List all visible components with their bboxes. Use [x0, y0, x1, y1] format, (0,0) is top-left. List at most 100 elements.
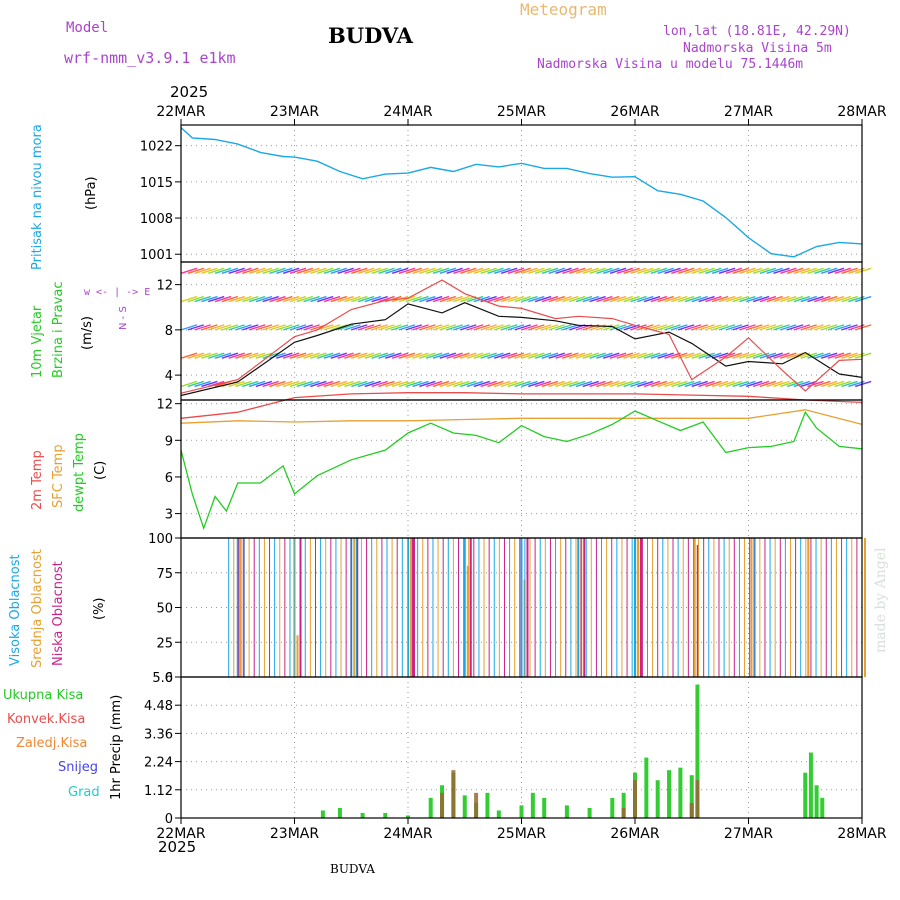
- wind-barb: [323, 380, 341, 388]
- wind-barb: [684, 380, 702, 388]
- elevation-label: Nadmorska Visina 5m: [683, 41, 832, 56]
- wind-barb: [718, 324, 736, 331]
- wind-barb: [800, 267, 817, 274]
- wind-barb: [289, 352, 307, 359]
- precip-total-bar: [803, 772, 808, 818]
- wind-barb: [630, 267, 647, 274]
- wind-barb: [494, 352, 511, 359]
- wind-barb: [187, 352, 205, 359]
- wind-barb: [391, 380, 409, 388]
- wind-barb: [657, 324, 674, 331]
- wind-barb: [773, 295, 790, 303]
- wind-barb: [235, 352, 252, 359]
- wind-barb: [854, 295, 872, 303]
- wind-barb: [228, 380, 245, 388]
- wind-barb: [405, 352, 422, 359]
- y-tick-label: 1001: [140, 248, 173, 263]
- wind-barb: [643, 267, 661, 274]
- wind-barb: [834, 352, 851, 359]
- cloud-bar: [466, 565, 469, 677]
- wind-barb: [725, 295, 743, 303]
- wind-barb: [500, 295, 518, 303]
- wind-barb: [759, 324, 777, 331]
- wind-barb: [466, 324, 484, 331]
- wind-barb: [180, 324, 198, 331]
- wind-barb: [289, 295, 307, 303]
- wind-barb: [827, 380, 845, 388]
- y-tick-label: 3.36: [144, 727, 173, 742]
- y-tick-label: 5.6: [152, 671, 173, 686]
- wind-barb: [255, 295, 273, 303]
- wind-barb: [255, 324, 273, 331]
- x-tick-label-bottom: 24MAR: [383, 826, 432, 842]
- wind-barbs: [180, 267, 872, 388]
- wind-barb: [616, 267, 634, 274]
- wind-barb: [466, 295, 484, 303]
- wind-title-2: Brzina i Pravac: [51, 281, 66, 378]
- wind-barb: [214, 324, 232, 331]
- wind-barb: [739, 267, 756, 274]
- wind-barb: [262, 324, 279, 331]
- x-tick-label-bottom: 22MAR: [156, 826, 205, 842]
- x-tick-label-top: 27MAR: [724, 104, 773, 120]
- wind-barb: [603, 267, 620, 274]
- wind-barb: [494, 380, 511, 388]
- cloud-bar: [520, 538, 523, 677]
- wind-barb: [541, 352, 559, 359]
- wind-barb: [228, 295, 245, 303]
- cloud-bar: [413, 538, 415, 677]
- wind-barb: [671, 380, 688, 388]
- wind-barb: [269, 380, 286, 388]
- wind-barb: [221, 267, 239, 274]
- wind-barb: [657, 267, 674, 274]
- wind-barb: [180, 295, 198, 303]
- grid-layer: [181, 125, 862, 819]
- wind-barb: [555, 380, 572, 388]
- wind-barb: [609, 324, 627, 331]
- wind-barb: [473, 295, 491, 303]
- wind-barb: [187, 295, 205, 303]
- wind-barb: [494, 267, 511, 274]
- wind-barb: [739, 352, 756, 359]
- wind-barb: [180, 352, 198, 359]
- wind-barb: [616, 295, 634, 303]
- wind-barb: [684, 324, 702, 331]
- cloud-mid-label: Srednja Oblacnost: [30, 549, 45, 668]
- wind-barb: [351, 380, 368, 388]
- cloud-bar: [640, 538, 642, 677]
- wind-barb: [494, 324, 511, 331]
- wind-barb: [677, 380, 695, 388]
- wind-barb: [834, 295, 851, 303]
- wind-barb: [555, 324, 572, 331]
- wind-barb: [746, 352, 763, 359]
- wind-barb: [289, 324, 307, 331]
- wind-barb: [841, 380, 858, 388]
- wind-barb: [759, 267, 777, 274]
- x-tick-label-top: 25MAR: [497, 104, 546, 120]
- wind-barb: [487, 324, 504, 331]
- wind-barb: [473, 324, 491, 331]
- wind-barb: [398, 324, 416, 331]
- temp-2m-label: 2m Temp: [30, 450, 45, 510]
- wind-barb: [344, 324, 361, 331]
- wind-barb: [412, 267, 429, 274]
- wind-barb: [208, 324, 225, 331]
- precip-total-bar: [320, 810, 325, 818]
- x-tick-label-top: 24MAR: [383, 104, 432, 120]
- wind-barb: [221, 352, 239, 359]
- cloud-bar: [463, 538, 466, 677]
- wind-barb: [800, 295, 817, 303]
- precip-total-bar: [820, 797, 825, 818]
- wind-barb: [214, 267, 232, 274]
- wind-barb: [425, 267, 443, 274]
- wind-barb: [296, 295, 313, 303]
- wind-barb: [623, 352, 640, 359]
- wind-barb: [439, 380, 456, 388]
- wind-compass-ew: w <- | -> E: [84, 287, 151, 298]
- wind-barb: [827, 295, 845, 303]
- wind-barb: [228, 267, 245, 274]
- wind-barb: [419, 267, 436, 274]
- cloud-bars: [181, 538, 866, 678]
- wind-barb: [316, 380, 334, 388]
